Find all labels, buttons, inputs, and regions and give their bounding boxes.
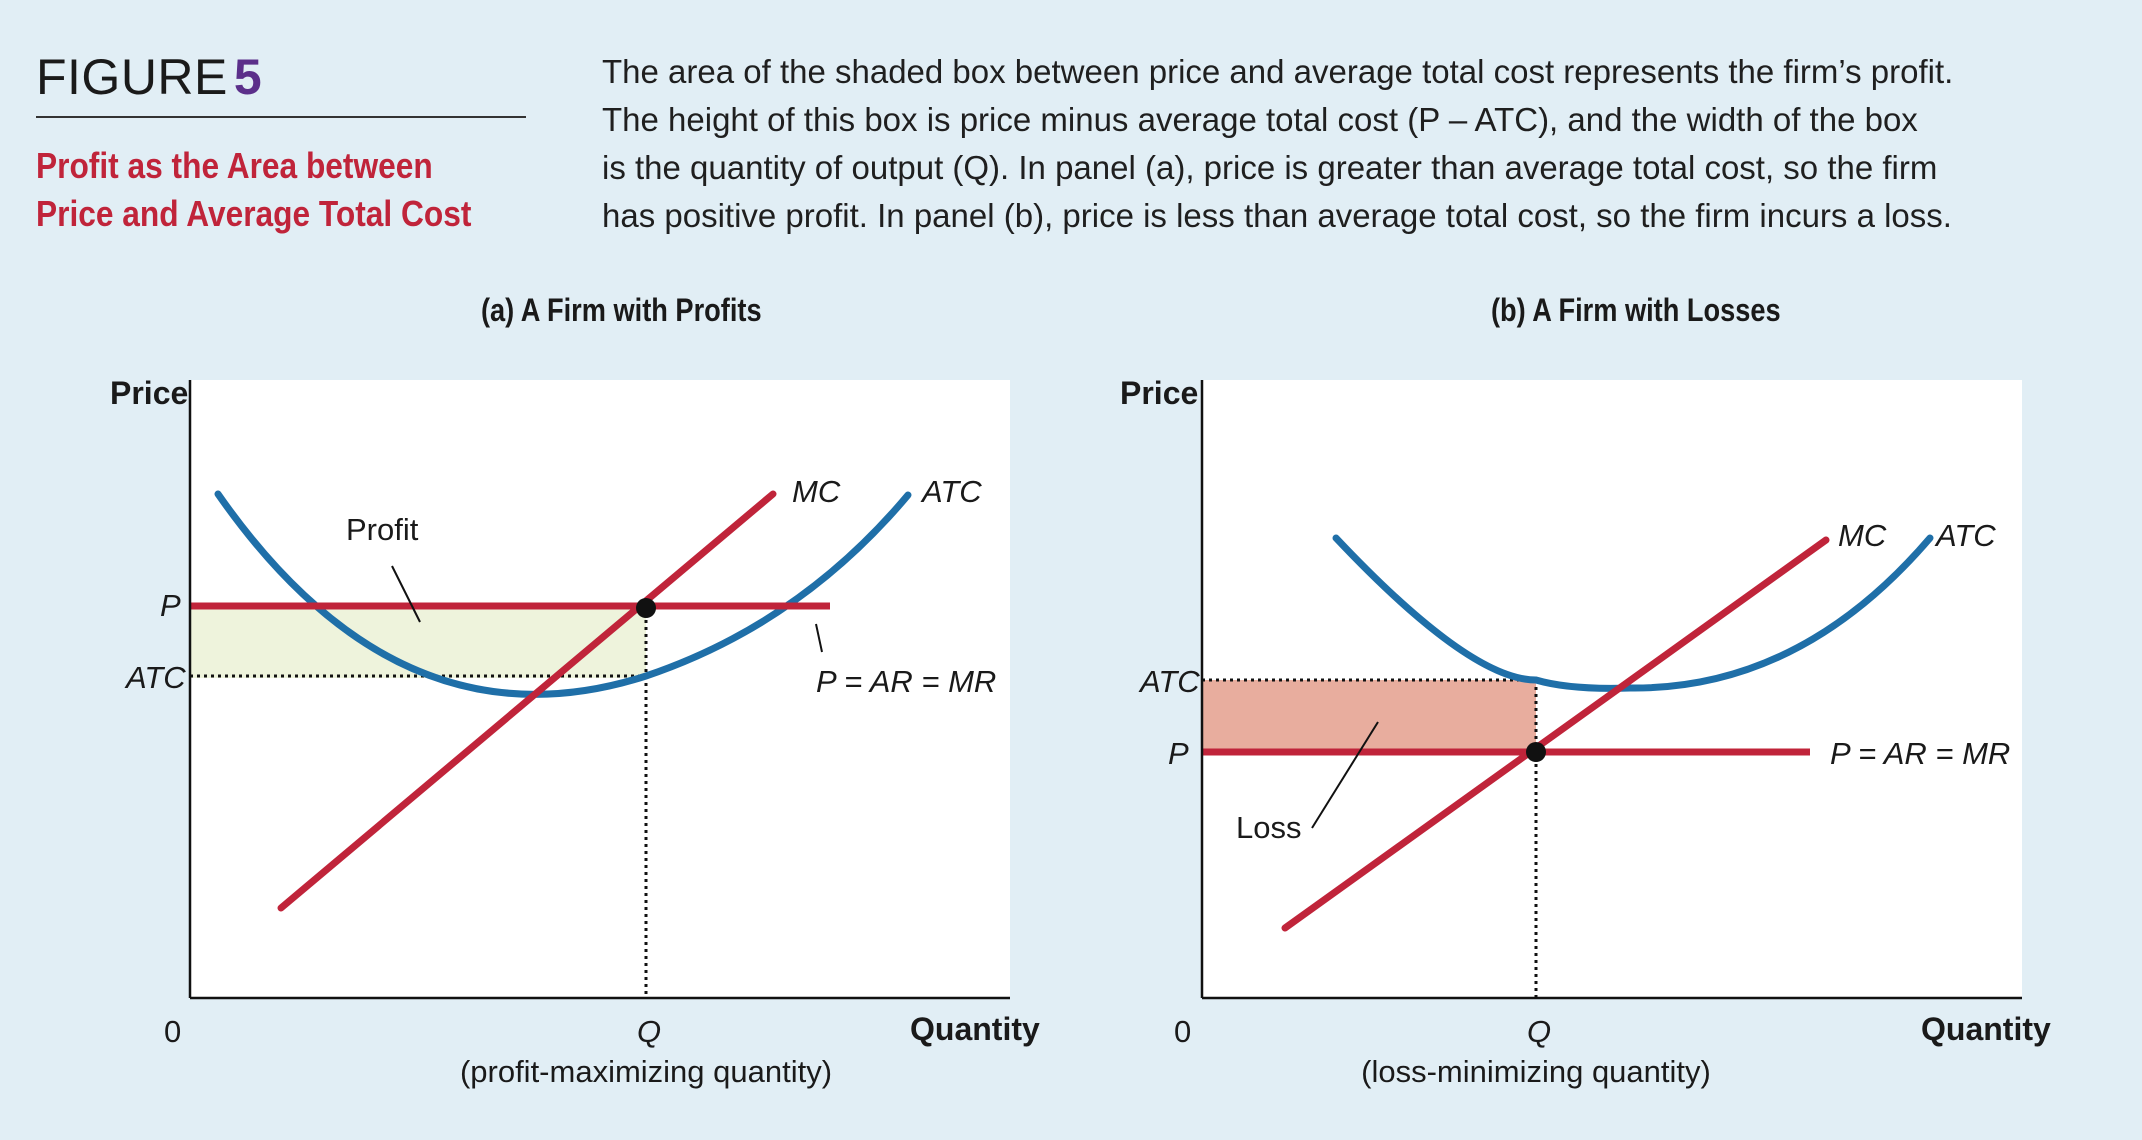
tick-label-p: P	[1168, 736, 1189, 771]
atc-label: ATC	[920, 474, 982, 509]
figure-rule	[36, 116, 526, 118]
figure-title: Profit as the Area between Price and Ave…	[36, 142, 494, 238]
tick-label-p: P	[160, 588, 181, 623]
atc-curve	[1332, 534, 1934, 692]
demand-label: P = AR = MR	[816, 664, 996, 699]
origin-label: 0	[1174, 1014, 1191, 1049]
figure-number: 5	[233, 49, 263, 105]
mc-label: MC	[792, 474, 841, 509]
tick-label-atc: ATC	[1138, 664, 1200, 699]
demand-leader-line	[815, 623, 823, 653]
mc-label: MC	[1838, 518, 1887, 553]
q-note: (loss-minimizing quantity)	[1361, 1054, 1711, 1089]
loss-area	[1202, 680, 1536, 752]
caption-line3: is the quantity of output (Q). In panel …	[602, 149, 1938, 186]
profit-leader-line	[391, 565, 421, 623]
q-note: (profit-maximizing quantity)	[460, 1054, 832, 1089]
figure-word: FIGURE	[36, 49, 228, 105]
equilibrium-point	[636, 598, 656, 618]
figure-label: FIGURE 5	[36, 48, 262, 106]
caption-line1: The area of the shaded box between price…	[602, 53, 1954, 90]
mc-curve	[277, 490, 777, 912]
demand-label: P = AR = MR	[1830, 736, 2010, 771]
tick-label-q: Q	[1527, 1014, 1551, 1049]
panel-a-title: (a) A Firm with Profits	[481, 292, 762, 328]
figure-caption: The area of the shaded box between price…	[602, 48, 2102, 240]
mc-curve	[1281, 536, 1830, 932]
panel-a: Price Quantity 0 P ATC Q (profit-maximiz…	[110, 375, 1040, 1089]
equilibrium-point	[1526, 742, 1546, 762]
caption-line2: The height of this box is price minus av…	[602, 101, 1918, 138]
tick-label-atc: ATC	[124, 660, 186, 695]
tick-label-q: Q	[637, 1014, 661, 1049]
caption-line4: has positive profit. In panel (b), price…	[602, 197, 1952, 234]
x-axis-label: Quantity	[1921, 1011, 2051, 1047]
x-axis-label: Quantity	[910, 1011, 1040, 1047]
figure-title-line1: Profit as the Area between	[36, 145, 433, 186]
atc-curve	[214, 490, 912, 698]
loss-label: Loss	[1236, 810, 1301, 845]
profit-label: Profit	[346, 512, 419, 547]
panel-b: Price Quantity 0 P ATC Q (loss-minimizin…	[1120, 375, 2051, 1089]
origin-label: 0	[164, 1014, 181, 1049]
atc-label: ATC	[1934, 518, 1996, 553]
y-axis-label: Price	[110, 375, 188, 411]
y-axis-label: Price	[1120, 375, 1198, 411]
loss-leader-line	[1311, 721, 1379, 829]
figure-title-line2: Price and Average Total Cost	[36, 193, 472, 234]
